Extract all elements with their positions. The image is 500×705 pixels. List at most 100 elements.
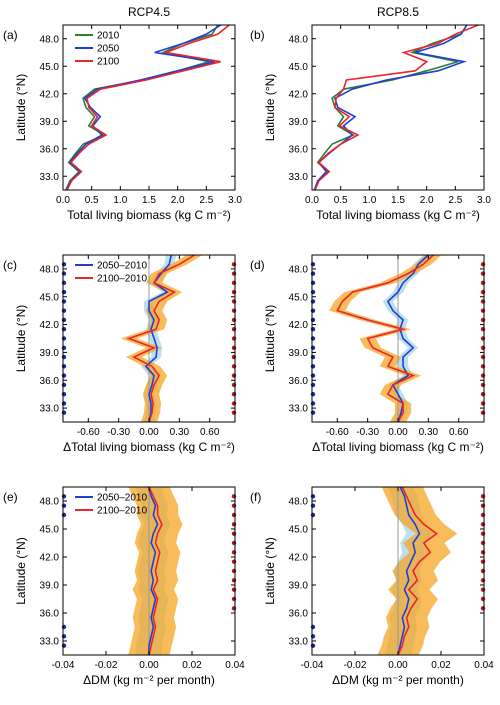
significance-dot — [310, 382, 316, 388]
significance-dot — [61, 512, 67, 518]
x-tick-label: 1.0 — [362, 195, 376, 206]
y-tick-label: 39.0 — [289, 581, 309, 592]
significance-dot — [231, 280, 237, 286]
y-tick-label: 36.0 — [40, 376, 60, 387]
y-tick-label: 39.0 — [40, 117, 60, 128]
significance-dot — [61, 271, 67, 276]
legend-label: 2010 — [97, 31, 120, 42]
significance-dot — [480, 289, 486, 295]
significance-dot — [61, 289, 67, 295]
y-tick-label: 48.0 — [40, 497, 60, 508]
y-tick-label: 42.0 — [289, 89, 309, 100]
x-tick-label: -0.30 — [356, 427, 379, 438]
y-tick-label: 48.0 — [289, 264, 309, 275]
y-axis-label: Latitude (°N) — [14, 537, 28, 605]
y-tick-label: 33.0 — [40, 404, 60, 415]
series-line-2100–2010 — [397, 486, 439, 656]
significance-dot — [480, 596, 486, 602]
significance-dot — [480, 382, 486, 388]
panel-label: (b) — [250, 28, 265, 42]
x-tick-label: 0.04 — [474, 660, 494, 671]
significance-dot — [480, 354, 486, 360]
y-axis-label: Latitude (°N) — [263, 305, 277, 373]
x-tick-label: -0.60 — [326, 427, 349, 438]
significance-dot — [231, 494, 237, 499]
significance-dot — [231, 559, 237, 564]
panel-title: RCP4.5 — [128, 5, 170, 19]
significance-dot — [310, 308, 316, 313]
panel-title: RCP8.5 — [377, 5, 419, 19]
significance-dot — [231, 391, 237, 397]
significance-dot — [61, 299, 67, 304]
x-axis-label: ΔDM (kg m⁻² per month) — [83, 673, 215, 687]
y-tick-label: 48.0 — [40, 34, 60, 45]
y-axis-label: Latitude (°N) — [14, 305, 28, 373]
y-tick-label: 45.0 — [289, 292, 309, 303]
significance-dot — [480, 410, 486, 415]
significance-dot — [310, 373, 316, 378]
significance-dot — [61, 317, 67, 323]
x-tick-label: 0.00 — [139, 660, 159, 671]
significance-dot — [61, 262, 67, 267]
significance-dot — [310, 512, 316, 518]
significance-dot — [231, 373, 237, 378]
significance-dot — [310, 280, 316, 286]
x-tick-label: 2.5 — [448, 195, 462, 206]
y-tick-label: 33.0 — [40, 172, 60, 183]
x-tick-label: 1.5 — [391, 195, 405, 206]
significance-dot — [480, 606, 486, 611]
significance-dot — [231, 327, 237, 332]
y-tick-label: 45.0 — [40, 292, 60, 303]
significance-dot — [231, 336, 237, 341]
significance-dot — [480, 336, 486, 341]
significance-dot — [231, 503, 237, 508]
x-tick-label: 2.5 — [199, 195, 213, 206]
x-tick-label: 2.0 — [171, 195, 185, 206]
significance-dot — [480, 531, 486, 536]
x-tick-label: -0.30 — [107, 427, 130, 438]
x-tick-label: 0.00 — [388, 427, 408, 438]
significance-dot — [231, 550, 237, 555]
significance-dot — [231, 364, 237, 369]
significance-dot — [61, 382, 67, 388]
significance-dot — [310, 271, 316, 276]
legend-label: 2100–2010 — [97, 274, 147, 285]
significance-dot — [61, 624, 67, 630]
x-axis-label: ΔDM (kg m⁻² per month) — [332, 673, 464, 687]
significance-dot — [61, 280, 67, 286]
significance-dot — [480, 550, 486, 555]
y-tick-label: 36.0 — [289, 376, 309, 387]
significance-dot — [310, 503, 316, 508]
x-tick-label: 0.00 — [388, 660, 408, 671]
y-tick-label: 33.0 — [289, 172, 309, 183]
x-tick-label: 0.60 — [200, 427, 220, 438]
significance-dot — [231, 522, 237, 527]
x-tick-label: 0.04 — [225, 660, 245, 671]
y-tick-label: 45.0 — [289, 62, 309, 73]
x-tick-label: 0.0 — [56, 195, 70, 206]
series-line-2010 — [65, 24, 219, 191]
significance-dot — [231, 289, 237, 295]
x-tick-label: 3.0 — [228, 195, 242, 206]
significance-dot — [480, 262, 486, 267]
y-tick-label: 45.0 — [40, 62, 60, 73]
significance-dot — [310, 299, 316, 304]
significance-dot — [480, 271, 486, 276]
x-tick-label: 3.0 — [477, 195, 491, 206]
significance-dot — [61, 494, 67, 499]
significance-dot — [310, 494, 316, 499]
y-tick-label: 39.0 — [289, 117, 309, 128]
significance-dot — [480, 308, 486, 313]
significance-dot — [480, 559, 486, 564]
y-axis-label: Latitude (°N) — [14, 74, 28, 142]
panel-label: (f) — [250, 490, 261, 504]
significance-dot — [480, 578, 486, 583]
y-tick-label: 42.0 — [289, 553, 309, 564]
significance-dot — [61, 327, 67, 332]
x-axis-label: ΔTotal living biomass (kg C m⁻²) — [63, 440, 235, 454]
significance-dot — [480, 494, 486, 499]
significance-dot — [61, 634, 67, 639]
x-tick-label: 1.5 — [142, 195, 156, 206]
significance-dot — [310, 262, 316, 267]
significance-dot — [61, 364, 67, 369]
